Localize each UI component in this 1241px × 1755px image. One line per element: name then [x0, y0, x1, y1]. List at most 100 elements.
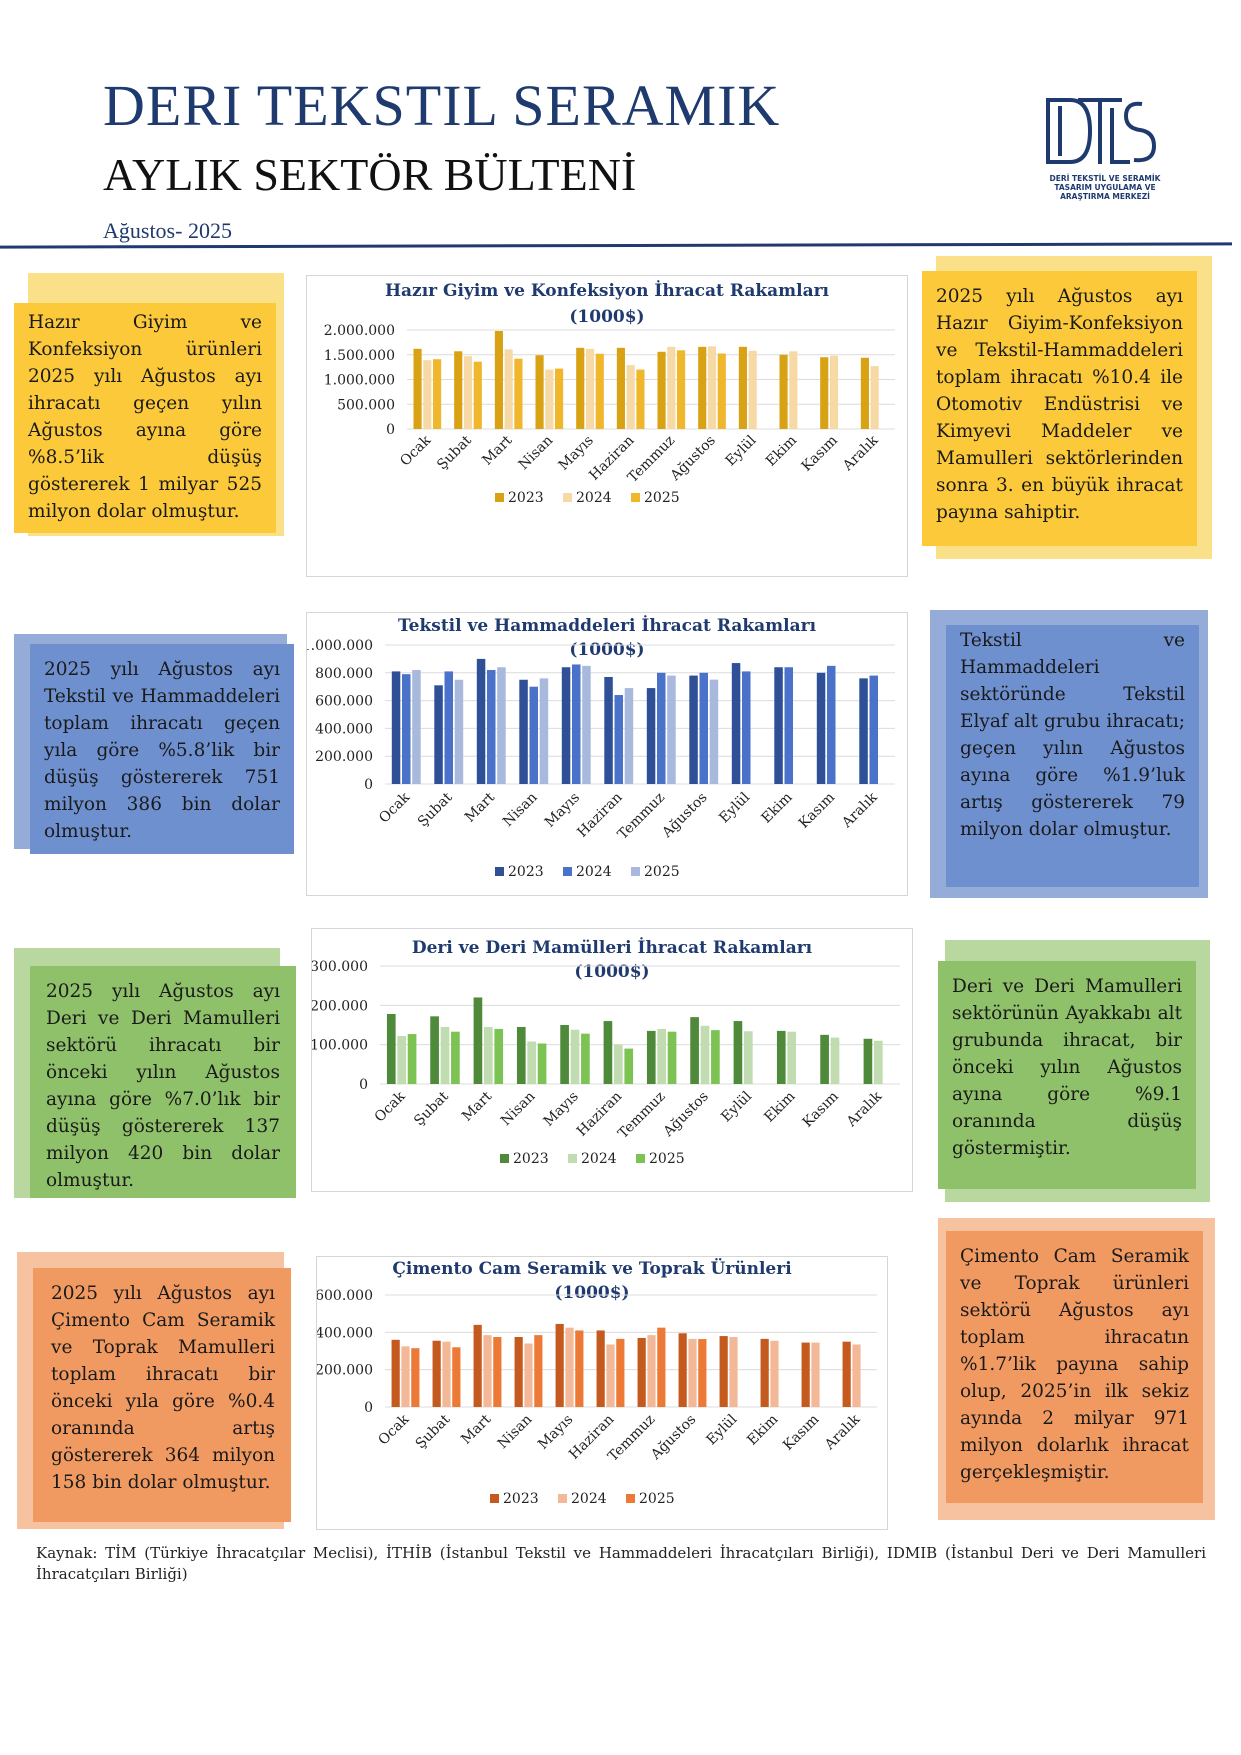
x-tick-label: Aralık: [838, 789, 881, 832]
bar-2024: [729, 1337, 738, 1407]
bar-2023: [842, 1341, 851, 1407]
legend-label: 2023: [508, 864, 544, 880]
legend-label: 2025: [639, 1491, 675, 1507]
bar-2024: [647, 1335, 656, 1407]
y-tick-label: 600.000: [315, 694, 373, 710]
bar-2025: [709, 679, 719, 784]
bar-2025: [493, 1337, 502, 1407]
bar-2024: [545, 369, 554, 429]
bar-2024: [748, 350, 757, 429]
bar-2025: [451, 1031, 460, 1084]
bar-2024: [463, 356, 473, 429]
bar-2025: [677, 350, 686, 429]
bar-2024: [787, 1031, 796, 1084]
y-tick-label: 1.000.000: [324, 373, 395, 389]
bar-2024: [606, 1344, 615, 1407]
dts-logo-mark: [1046, 98, 1157, 164]
bar-2025: [667, 675, 676, 784]
legend-swatch: [500, 1154, 509, 1163]
legend-swatch: [495, 867, 504, 876]
bar-2023: [473, 1324, 482, 1407]
card-hazir-left-text: Hazır Giyim ve Konfeksiyon ürünleri 2025…: [14, 303, 276, 533]
chart-subtitle: (1000$): [569, 307, 644, 327]
bar-2024: [870, 366, 879, 429]
x-tick-label: Ocak: [375, 1411, 412, 1448]
bar-2025: [711, 1030, 720, 1084]
bar-2025: [452, 1347, 461, 1407]
bar-2025: [473, 361, 482, 429]
bar-2023: [646, 1030, 656, 1084]
legend-label: 2024: [581, 1151, 617, 1167]
card-cimento-right-text: Çimento Cam Seramik ve Toprak ürünleri s…: [946, 1231, 1203, 1503]
y-tick-label: 200.000: [312, 998, 368, 1014]
bar-2024: [784, 667, 793, 784]
x-tick-label: Mayıs: [541, 1089, 582, 1130]
bar-2024: [614, 695, 623, 784]
bar-2023: [432, 1340, 441, 1407]
bar-2023: [535, 355, 544, 429]
bar-2024: [483, 1335, 492, 1407]
bar-2024: [829, 355, 839, 429]
x-tick-label: Mart: [459, 1088, 495, 1124]
card-hazir-right: 2025 yılı Ağustos ayı Hazır Giyim-Konfek…: [922, 256, 1212, 559]
x-tick-label: Temmuz: [615, 1089, 668, 1142]
x-tick-label: Aralık: [843, 1088, 886, 1131]
bar-2023: [576, 347, 585, 429]
x-tick-label: Ocak: [372, 1088, 409, 1125]
logo-text-1: DERİ TEKSTİL VE SERAMİK: [1049, 174, 1161, 183]
x-tick-label: Kasım: [796, 790, 838, 832]
chart-title: Çimento Cam Seramik ve Toprak Ürünleri: [392, 1258, 792, 1279]
bar-2024: [572, 664, 581, 784]
legend-swatch: [636, 1154, 645, 1163]
card-cimento-right: Çimento Cam Seramik ve Toprak ürünleri s…: [938, 1218, 1215, 1528]
chart-subtitle: (1000$): [554, 1283, 629, 1303]
legend-swatch: [568, 1154, 577, 1163]
bar-2024: [667, 346, 676, 429]
bar-2024: [874, 1040, 883, 1084]
bar-2023: [454, 351, 463, 429]
chart-cimento: Çimento Cam Seramik ve Toprak Ürünleri (1…: [316, 1256, 888, 1530]
bar-2023: [760, 1338, 769, 1407]
bar-2023: [646, 688, 656, 784]
bar-2023: [860, 357, 869, 429]
bar-2025: [624, 688, 634, 784]
card-tekstil-right-text: Tekstil ve Hammaddeleri sektöründe Tekst…: [946, 625, 1199, 887]
bar-2023: [733, 1021, 743, 1084]
x-tick-label: Mayıs: [542, 790, 583, 831]
bar-2023: [719, 1336, 728, 1407]
bar-2023: [859, 678, 868, 784]
bar-2024: [527, 1041, 536, 1084]
x-tick-label: Temmuz: [615, 790, 668, 843]
bar-2023: [738, 346, 747, 429]
bar-2024: [444, 671, 453, 784]
card-tekstil-left-text: 2025 yılı Ağustos ayı Tekstil ve Hammadd…: [30, 644, 294, 854]
bar-2023: [863, 1038, 873, 1084]
bar-2024: [529, 686, 538, 784]
bar-2024: [440, 1026, 450, 1084]
bar-2023: [604, 676, 613, 784]
legend-label: 2024: [576, 490, 612, 506]
bar-2025: [581, 1033, 590, 1084]
x-tick-label: Mart: [462, 789, 498, 825]
x-tick-label: Ağustos: [659, 790, 711, 842]
x-tick-label: Ekim: [763, 433, 800, 470]
bar-2025: [595, 353, 604, 429]
bar-2025: [412, 670, 421, 784]
x-tick-label: Şubat: [411, 1088, 452, 1129]
y-tick-label: 800.000: [315, 666, 373, 682]
legend-label: 2024: [576, 864, 612, 880]
bar-2024: [744, 1031, 753, 1084]
bar-2025: [514, 358, 523, 429]
x-tick-label: Aralık: [839, 432, 882, 475]
legend-label: 2024: [571, 1491, 607, 1507]
bar-2024: [811, 1342, 820, 1407]
x-tick-label: Ekim: [744, 1412, 781, 1449]
x-tick-label: Nisan: [500, 790, 541, 831]
bar-2024: [699, 672, 708, 784]
y-tick-label: 200.000: [315, 749, 373, 765]
card-tekstil-right: Tekstil ve Hammaddeleri sektöründe Tekst…: [930, 610, 1210, 898]
x-tick-label: Şubat: [434, 432, 475, 473]
legend-swatch: [631, 493, 640, 502]
bar-2024: [442, 1341, 451, 1407]
bar-2023: [596, 1330, 605, 1407]
